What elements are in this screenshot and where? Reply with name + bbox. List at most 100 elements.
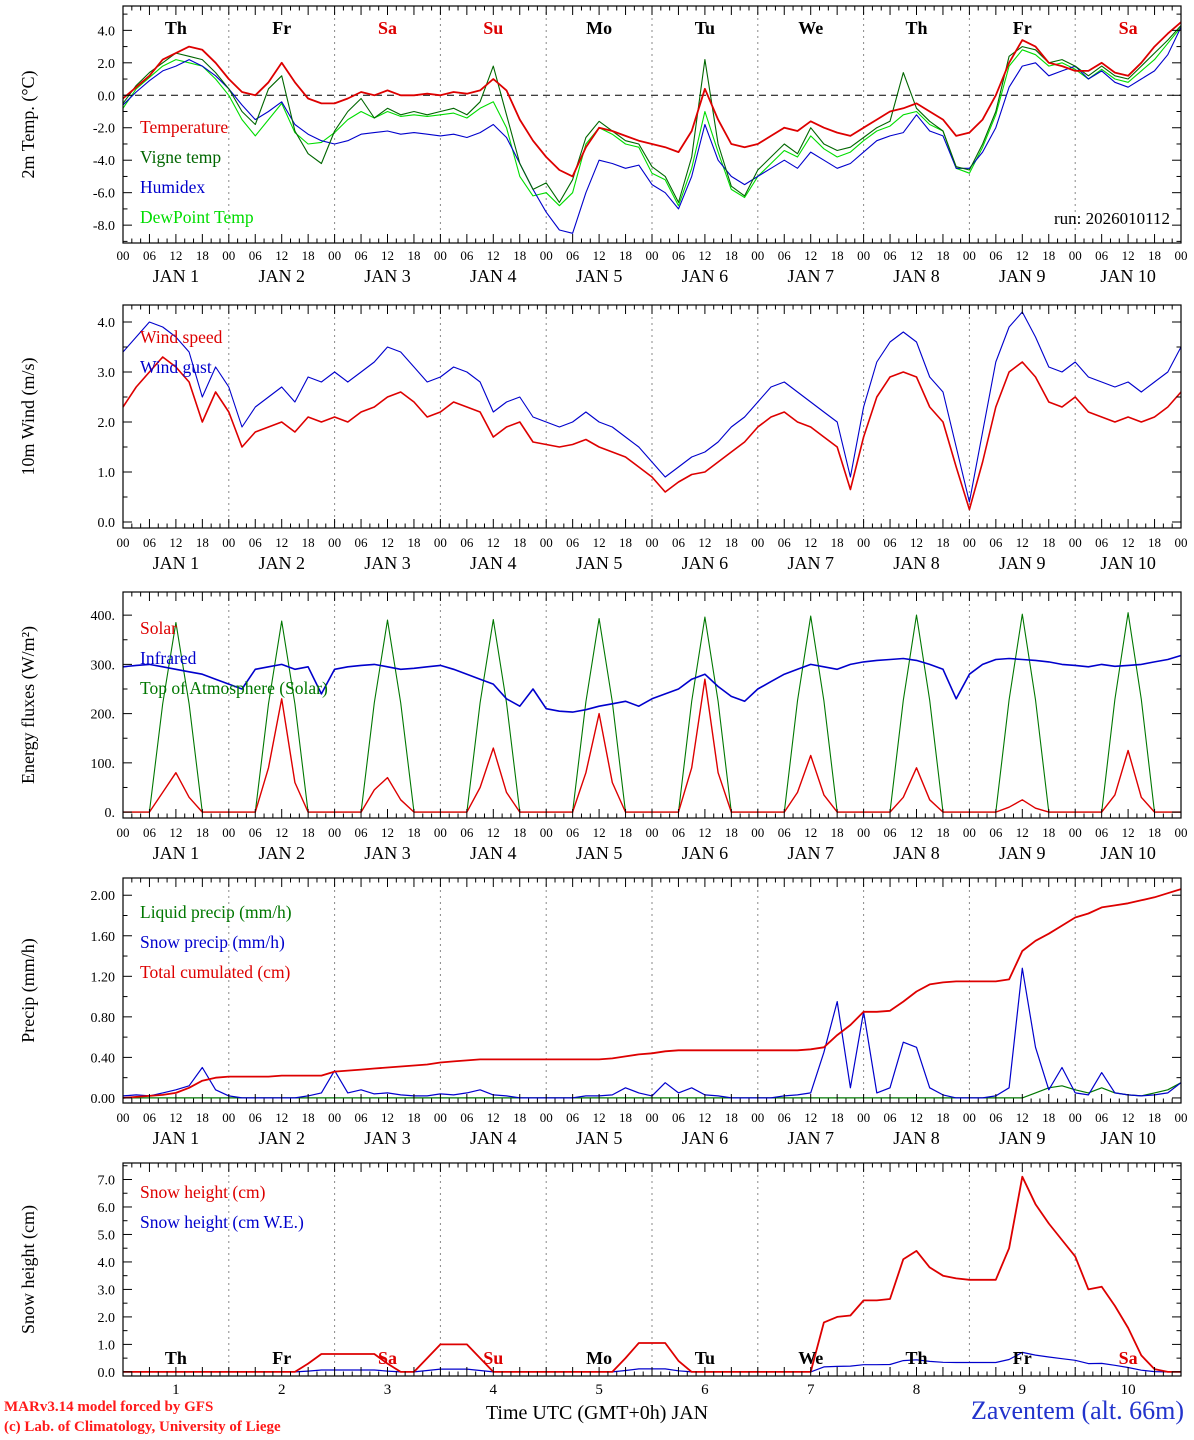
x-hour-label: 12: [275, 535, 288, 550]
dow-label-top: Sa: [378, 18, 397, 38]
y-tick-label: 0.: [105, 806, 116, 821]
x-hour-label: 12: [804, 248, 817, 263]
x-hour-label: 00: [1175, 248, 1188, 263]
x-day-label: JAN 10: [1100, 843, 1156, 863]
x-day-label: JAN 10: [1100, 1128, 1156, 1148]
x-day-label: JAN 1: [153, 266, 200, 286]
x-day-label: JAN 10: [1100, 266, 1156, 286]
x-hour-label: 00: [434, 535, 447, 550]
x-hour-label: 06: [355, 1110, 369, 1125]
x-hour-label: 00: [963, 1110, 976, 1125]
dow-label-top: Mo: [586, 18, 612, 38]
x-daynum-label: 5: [595, 1382, 603, 1398]
x-hour-label: 12: [487, 248, 500, 263]
x-hour-label: 18: [936, 1110, 949, 1125]
x-hour-label: 12: [487, 1110, 500, 1125]
y-tick-label: 2.00: [91, 889, 116, 904]
x-day-label: JAN 3: [364, 843, 411, 863]
x-hour-label: 00: [222, 825, 235, 840]
x-day-label: JAN 8: [893, 843, 940, 863]
x-hour-label: 18: [619, 1110, 632, 1125]
x-day-label: JAN 5: [576, 266, 623, 286]
x-hour-label: 00: [1069, 825, 1082, 840]
series-line-dewpoint-temp: [122, 26, 1182, 207]
x-hour-label: 00: [540, 1110, 553, 1125]
x-hour-label: 18: [513, 1110, 526, 1125]
dow-label-bottom: Th: [905, 1348, 927, 1368]
x-hour-label: 06: [1095, 535, 1109, 550]
x-hour-label: 00: [434, 248, 447, 263]
x-hour-label: 12: [910, 535, 923, 550]
x-hour-label: 18: [1042, 535, 1055, 550]
x-daynum-label: 3: [384, 1382, 392, 1398]
x-hour-label: 18: [831, 535, 844, 550]
dow-label-top: Fr: [1013, 18, 1032, 38]
dow-label-top: Tu: [695, 18, 715, 38]
x-day-label: JAN 8: [893, 266, 940, 286]
x-day-label: JAN 7: [787, 1128, 834, 1148]
x-day-label: JAN 2: [258, 266, 305, 286]
x-daynum-label: 6: [701, 1382, 709, 1398]
x-hour-label: 18: [407, 1110, 420, 1125]
legend-label-snow-precip-mm-h: Snow precip (mm/h): [140, 932, 285, 952]
series-line-infrared: [122, 654, 1182, 713]
x-hour-label: 06: [884, 825, 898, 840]
y-tick-label: 1.20: [91, 970, 116, 985]
x-hour-label: 00: [857, 1110, 870, 1125]
x-hour-label: 18: [936, 535, 949, 550]
panel-border: [122, 304, 1182, 529]
series-line-temperature: [122, 21, 1182, 178]
x-hour-label: 18: [725, 248, 738, 263]
x-hour-label: 06: [249, 248, 263, 263]
x-hour-label: 06: [249, 1110, 263, 1125]
y-tick-label: 300.: [91, 658, 116, 673]
x-daynum-label: 4: [490, 1382, 498, 1398]
x-hour-label: 06: [566, 825, 580, 840]
x-hour-label: 18: [407, 248, 420, 263]
x-day-label: JAN 1: [153, 843, 200, 863]
x-hour-label: 00: [434, 1110, 447, 1125]
y-axis-title: Snow height (cm): [18, 1205, 39, 1334]
x-day-label: JAN 5: [576, 553, 623, 573]
x-hour-label: 12: [169, 1110, 182, 1125]
x-day-label: JAN 4: [470, 553, 517, 573]
x-hour-label: 06: [989, 248, 1003, 263]
x-hour-label: 12: [804, 535, 817, 550]
x-hour-label: 00: [963, 248, 976, 263]
series-line-humidex: [122, 26, 1182, 234]
x-hour-label: 12: [1016, 825, 1029, 840]
dow-label-bottom: Fr: [1013, 1348, 1032, 1368]
legend-label-humidex: Humidex: [140, 177, 205, 197]
x-hour-label: 00: [540, 535, 553, 550]
x-hour-label: 06: [143, 535, 157, 550]
x-hour-label: 00: [963, 535, 976, 550]
x-hour-label: 12: [381, 825, 394, 840]
model-credit-line1: MARv3.14 model forced by GFS: [4, 1399, 214, 1415]
x-day-label: JAN 7: [787, 266, 834, 286]
x-hour-label: 06: [672, 248, 686, 263]
x-hour-label: 12: [593, 535, 606, 550]
x-day-label: JAN 1: [153, 1128, 200, 1148]
dow-label-bottom: Fr: [272, 1348, 291, 1368]
y-tick-label: 1.60: [91, 930, 116, 945]
x-hour-label: 06: [989, 1110, 1003, 1125]
x-hour-label: 18: [407, 535, 420, 550]
y-tick-label: 2.0: [98, 57, 116, 72]
x-day-label: JAN 4: [470, 266, 517, 286]
x-hour-label: 12: [1122, 825, 1135, 840]
dow-label-top: Fr: [272, 18, 291, 38]
x-day-label: JAN 8: [893, 1128, 940, 1148]
x-day-label: JAN 6: [682, 1128, 729, 1148]
x-hour-label: 18: [936, 825, 949, 840]
series-line-total-cumulated-cm: [122, 888, 1182, 1099]
x-hour-label: 00: [1175, 825, 1188, 840]
x-hour-label: 18: [936, 248, 949, 263]
y-tick-label: 3.0: [98, 1283, 116, 1298]
x-hour-label: 12: [698, 1110, 711, 1125]
y-tick-label: 3.0: [98, 366, 116, 381]
legend-label-solar: Solar: [140, 618, 177, 638]
x-hour-label: 18: [831, 825, 844, 840]
y-tick-label: 0.0: [98, 1366, 116, 1381]
dow-label-top: Su: [483, 18, 503, 38]
